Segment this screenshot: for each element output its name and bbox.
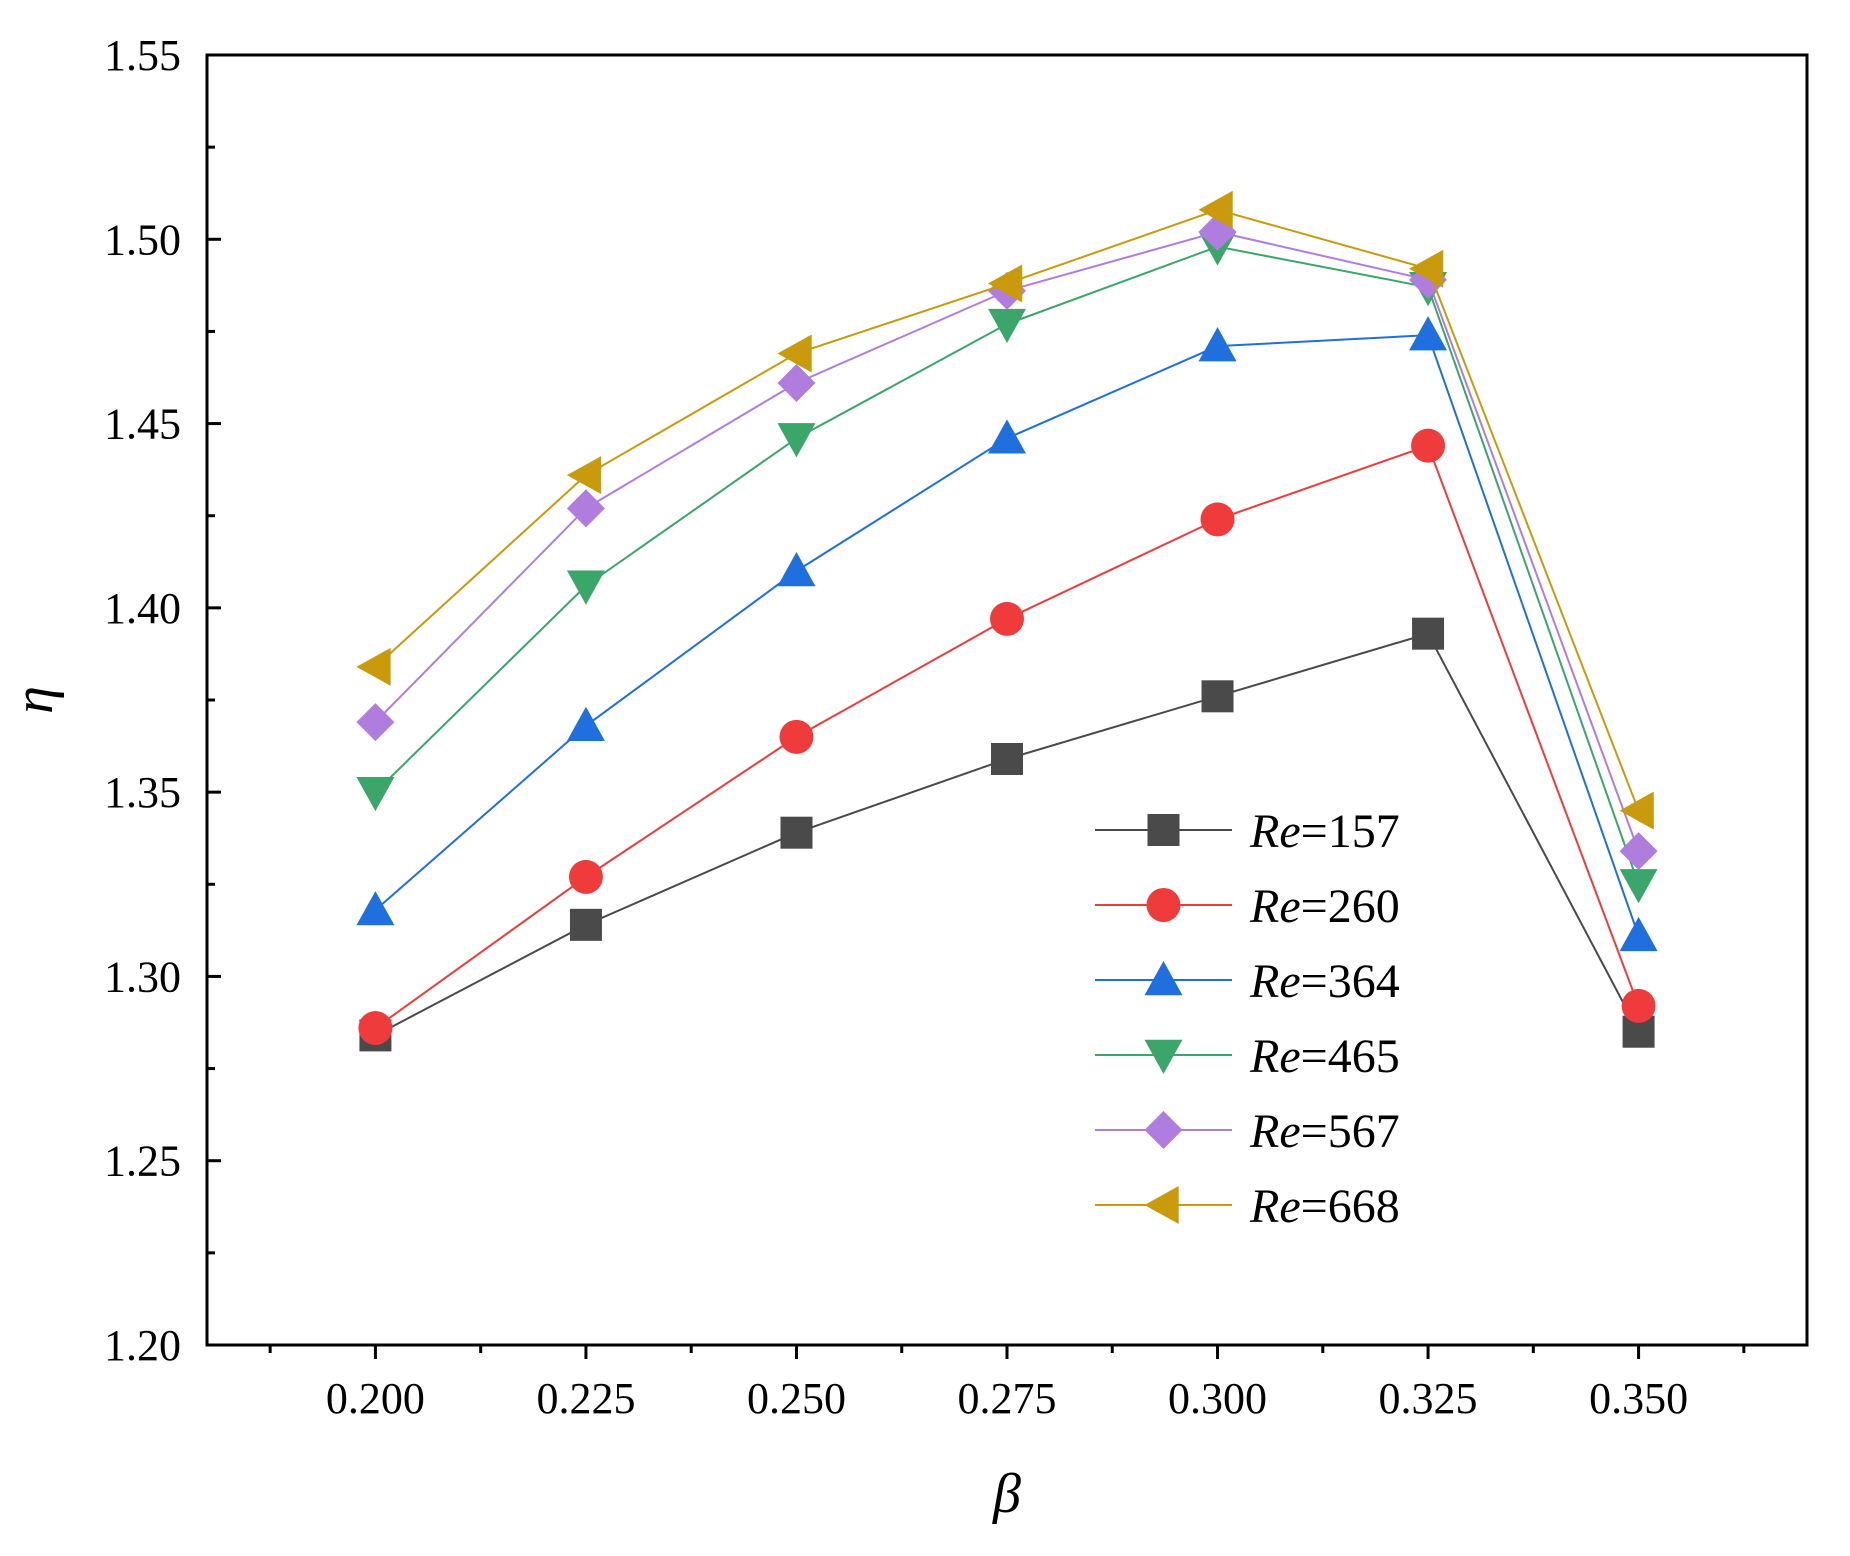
- data-point: [1621, 988, 1656, 1023]
- data-point: [569, 908, 602, 941]
- data-point: [1619, 791, 1654, 830]
- y-tick-label: 1.20: [104, 1321, 181, 1370]
- legend-marker: [1144, 1039, 1183, 1074]
- x-tick-label: 0.300: [1168, 1374, 1267, 1423]
- x-tick-label: 0.250: [747, 1374, 846, 1423]
- axes: 0.200 0.225 0.250 0.275 0.300 0.325 0.350 1.20 1…: [104, 31, 1809, 1423]
- y-tick-label: 1.45: [104, 400, 181, 449]
- data-point: [356, 703, 395, 742]
- legend-label: Re=567: [1249, 1105, 1400, 1158]
- data-point: [566, 456, 602, 495]
- legend-marker: [1146, 888, 1181, 922]
- data-point: [777, 364, 816, 403]
- x-axis-title: β: [992, 1463, 1021, 1525]
- legend-label-prefix: Re: [1249, 805, 1301, 858]
- data-point: [1198, 327, 1237, 362]
- data-point: [990, 601, 1024, 636]
- x-tick-label: 0.350: [1589, 1374, 1688, 1423]
- y-tick-label: 1.50: [104, 215, 181, 264]
- series-re-157: [359, 617, 1655, 1052]
- x-tick-label: 0.325: [1379, 1374, 1478, 1423]
- legend-marker: [1144, 1186, 1179, 1224]
- legend-label-prefix: Re: [1249, 1030, 1301, 1083]
- data-point: [1201, 680, 1234, 713]
- legend-label-value: =364: [1301, 955, 1400, 1008]
- data-point: [568, 859, 603, 894]
- plot-frame: [205, 53, 1809, 1347]
- x-tick-label: 0.275: [958, 1374, 1057, 1423]
- data-point: [1200, 502, 1235, 537]
- legend-item: Re=567: [1095, 1105, 1400, 1158]
- data-point: [1409, 249, 1444, 288]
- data-point: [1619, 832, 1658, 871]
- data-point: [777, 334, 812, 373]
- data-point: [356, 647, 391, 686]
- legend-label-value: =260: [1301, 880, 1400, 933]
- y-tick-label: 1.40: [104, 584, 181, 633]
- data-point: [779, 719, 814, 754]
- legend-marker: [1144, 961, 1183, 996]
- data-point: [1409, 316, 1448, 351]
- y-tick-label: 1.55: [104, 31, 181, 80]
- y-tick-label: 1.35: [104, 768, 181, 817]
- data-point: [1411, 428, 1446, 463]
- data-point: [566, 570, 605, 605]
- data-point: [1619, 916, 1658, 952]
- legend-label-prefix: Re: [1249, 1105, 1301, 1158]
- y-tick-label: 1.30: [104, 952, 181, 1001]
- legend-marker: [1144, 1111, 1183, 1149]
- data-point: [356, 776, 395, 812]
- legend-label-value: =567: [1301, 1105, 1400, 1158]
- x-tick-label: 0.200: [326, 1374, 425, 1423]
- legend-label-prefix: Re: [1249, 880, 1301, 933]
- legend-item: Re=260: [1095, 880, 1400, 933]
- legend-label: Re=260: [1249, 880, 1400, 933]
- data-point: [1198, 190, 1233, 229]
- data-point: [358, 1011, 393, 1046]
- legend-item: Re=668: [1095, 1180, 1400, 1233]
- legend-label-value: =668: [1301, 1180, 1400, 1233]
- series-re-364: [356, 316, 1658, 952]
- data-point: [988, 264, 1023, 303]
- legend-label-prefix: Re: [1249, 1180, 1301, 1233]
- legend-item: Re=157: [1095, 805, 1400, 858]
- data-point: [1619, 869, 1658, 904]
- data-point: [1412, 617, 1445, 650]
- series-re-465: [356, 231, 1658, 904]
- data-point: [780, 816, 813, 849]
- data-point: [356, 891, 395, 926]
- legend-label-value: =465: [1301, 1030, 1400, 1083]
- legend-item: Re=364: [1095, 955, 1400, 1008]
- x-tick-label: 0.225: [536, 1374, 635, 1423]
- y-tick-label: 1.25: [104, 1137, 181, 1186]
- legend-label: Re=364: [1249, 955, 1400, 1008]
- data-point: [566, 706, 605, 741]
- series-layer: [356, 190, 1658, 1052]
- legend-marker: [1147, 814, 1180, 846]
- data-point: [777, 552, 816, 587]
- series-re-260: [358, 428, 1656, 1046]
- legend-label: Re=465: [1249, 1030, 1400, 1083]
- y-axis-title: η: [3, 686, 65, 714]
- data-point: [988, 308, 1026, 344]
- legend-item: Re=465: [1095, 1030, 1400, 1083]
- data-point: [988, 419, 1026, 454]
- data-point: [777, 423, 816, 458]
- legend-label: Re=668: [1249, 1180, 1400, 1233]
- data-point: [991, 742, 1023, 775]
- legend-label-prefix: Re: [1249, 955, 1301, 1008]
- legend-label-value: =157: [1301, 805, 1400, 858]
- data-point: [566, 489, 605, 528]
- series-re-668: [356, 190, 1654, 830]
- series-line: [374, 444, 1640, 1029]
- legend-label: Re=157: [1249, 805, 1400, 858]
- series-line: [374, 632, 1640, 1037]
